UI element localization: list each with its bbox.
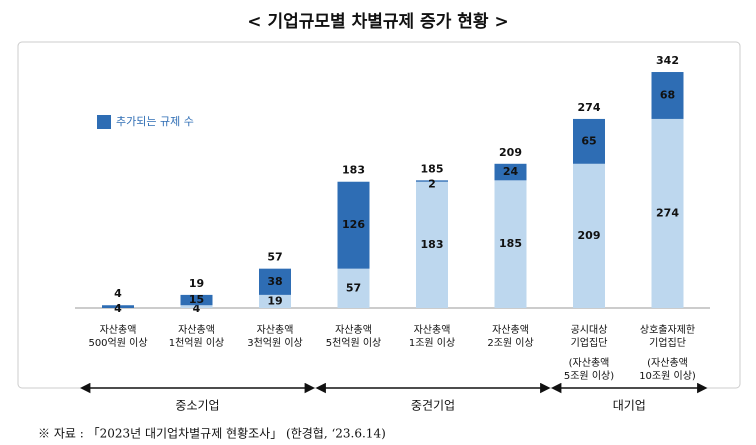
- group-label: 중소기업: [175, 399, 219, 413]
- segment-label: 126: [342, 218, 365, 231]
- bar-segment: [573, 118, 605, 164]
- segment-label: 15: [189, 293, 204, 306]
- segment-label: 38: [267, 275, 282, 288]
- x-tick-label: 자산총액: [492, 324, 529, 336]
- total-label: 342: [656, 54, 679, 67]
- segment-label: 209: [578, 229, 601, 242]
- category-note: (자산총액: [647, 357, 688, 369]
- total-label: 185: [421, 162, 444, 175]
- legend-swatch: [97, 115, 111, 129]
- category-note: 10조원 이상): [639, 370, 696, 382]
- bar-segment: [494, 163, 527, 181]
- group-label: 대기업: [613, 399, 646, 413]
- bar-segment: [494, 180, 527, 308]
- x-tick-label: 자산총액: [335, 324, 372, 336]
- group-label: 중견기업: [411, 399, 455, 413]
- segment-label: 24: [503, 165, 519, 178]
- total-label: 274: [578, 101, 601, 114]
- bar-segment: [651, 72, 684, 119]
- x-tick-label: 자산총액: [100, 324, 137, 336]
- chart-title: < 기업규모별 차별규제 증가 현황 >: [247, 12, 508, 32]
- chart-frame: [17, 41, 741, 389]
- segment-label: 65: [581, 134, 596, 147]
- segment-label: 68: [660, 88, 675, 101]
- segment-label: 4: [114, 302, 122, 315]
- x-tick-label: 공시대상: [571, 324, 608, 336]
- segment-label: 4: [193, 302, 201, 315]
- x-tick-label: 자산총액: [178, 324, 215, 336]
- total-label: 4: [114, 287, 122, 300]
- bar-segment: [180, 294, 213, 306]
- segment-label: 19: [267, 294, 282, 307]
- x-tick-label: 기업집단: [649, 336, 686, 349]
- bar-segment: [651, 118, 684, 308]
- total-label: 57: [267, 251, 282, 264]
- x-tick-label: 2조원 이상: [487, 337, 533, 349]
- x-tick-label: 3천억원 이상: [247, 337, 303, 349]
- x-tick-label: 자산총액: [257, 324, 294, 336]
- bar-segment: [259, 294, 291, 308]
- bar-segment: [416, 180, 448, 182]
- bar-segment: [180, 305, 213, 308]
- category-note: 5조원 이상): [564, 370, 614, 382]
- total-label: 183: [342, 164, 365, 177]
- source: ※ 자료 : 「2023년 대기업차별규제 현황조사」 (한경협, ‘23.6.…: [38, 427, 386, 441]
- x-tick-label: 상호출자제한: [640, 324, 695, 336]
- x-tick-label: 5천억원 이상: [326, 337, 382, 349]
- bar-segment: [337, 181, 370, 269]
- segment-label: 2: [428, 177, 436, 190]
- x-tick-label: 자산총액: [414, 324, 451, 336]
- x-tick-label: 500억원 이상: [88, 337, 147, 349]
- x-tick-label: 1조원 이상: [409, 337, 455, 349]
- bar-segment: [337, 268, 370, 308]
- segment-label: 57: [346, 281, 361, 294]
- bar-segment: [259, 268, 291, 295]
- category-note: (자산총액: [569, 357, 610, 369]
- x-tick-label: 1천억원 이상: [169, 337, 225, 349]
- legend-label: 추가되는 규제 수: [116, 115, 194, 128]
- x-tick-label: 기업집단: [571, 336, 608, 349]
- segment-label: 185: [499, 237, 522, 250]
- total-label: 19: [189, 277, 204, 290]
- bar-segment: [102, 305, 134, 308]
- bar-segment: [573, 163, 605, 308]
- total-label: 209: [499, 146, 522, 159]
- segment-label: 274: [656, 206, 679, 219]
- bar-segment: [416, 181, 448, 308]
- segment-label: 183: [421, 238, 444, 251]
